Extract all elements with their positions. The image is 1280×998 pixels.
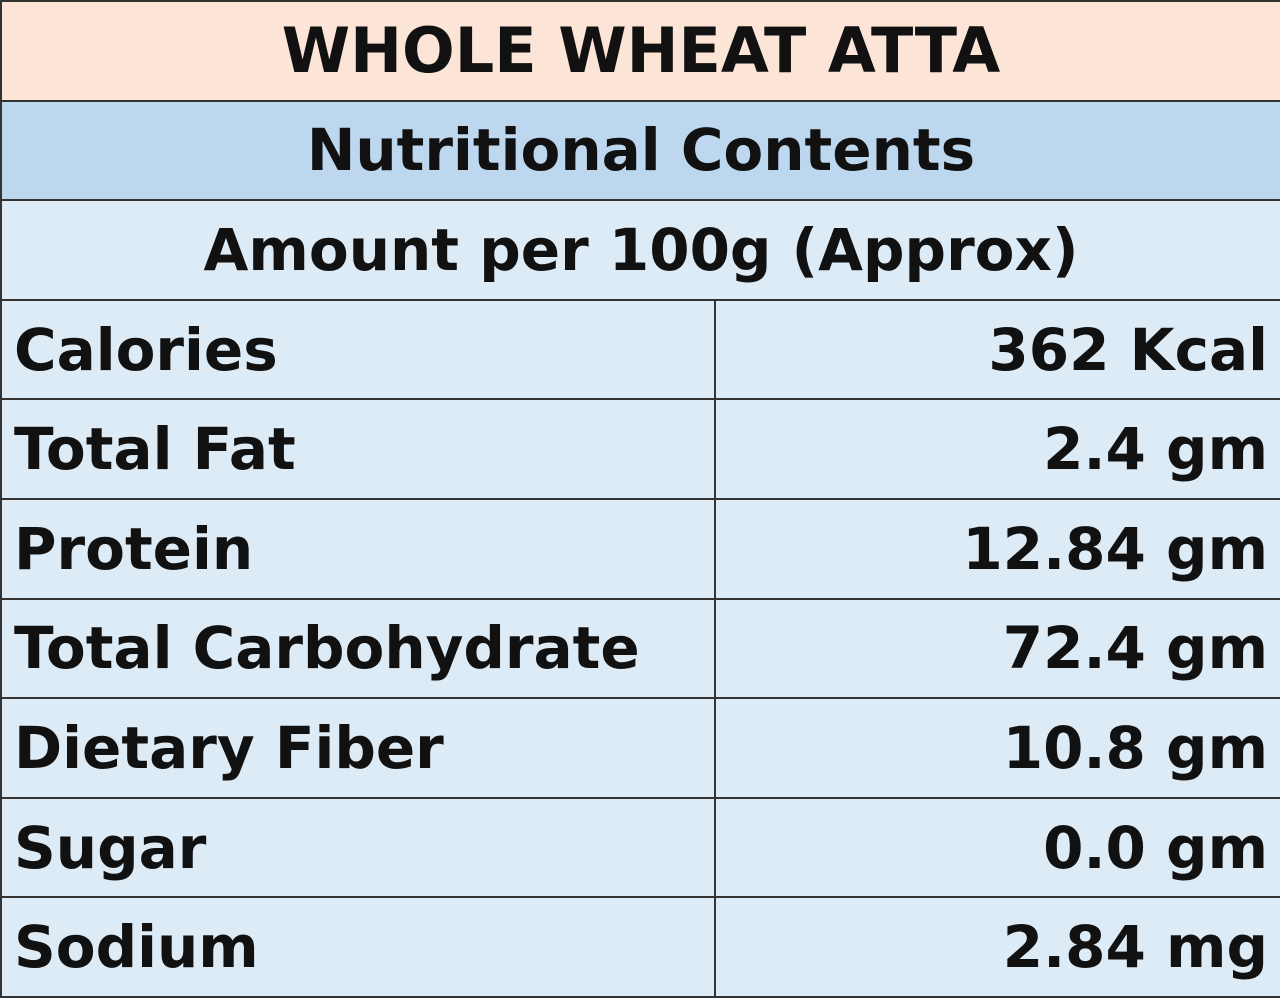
title: WHOLE WHEAT ATTA bbox=[0, 0, 1280, 102]
title-row: WHOLE WHEAT ATTA bbox=[0, 0, 1280, 102]
nutrient-name: Dietary Fiber bbox=[0, 697, 716, 799]
nutrient-row: Total Fat 2.4 gm bbox=[0, 398, 1280, 500]
subtitle-row: Nutritional Contents bbox=[0, 99, 1280, 202]
nutrient-amount: 2.4 gm bbox=[713, 398, 1280, 500]
nutrient-row: Protein 12.84 gm bbox=[0, 497, 1280, 600]
nutrient-amount: 0.0 gm bbox=[713, 796, 1280, 899]
nutrient-name: Calories bbox=[0, 298, 716, 401]
nutrient-name: Sugar bbox=[0, 796, 716, 899]
nutrient-row: Calories 362 Kcal bbox=[0, 298, 1280, 401]
nutrient-row: Total Carbohydrate 72.4 gm bbox=[0, 597, 1280, 700]
basis-row: Amount per 100g (Approx) bbox=[0, 199, 1280, 301]
nutrient-name: Sodium bbox=[0, 896, 716, 998]
nutrient-amount: 362 Kcal bbox=[713, 298, 1280, 401]
nutrient-amount: 10.8 gm bbox=[713, 697, 1280, 799]
nutrient-name: Total Carbohydrate bbox=[0, 597, 716, 700]
nutrient-amount: 72.4 gm bbox=[713, 597, 1280, 700]
basis: Amount per 100g (Approx) bbox=[0, 199, 1280, 301]
subtitle: Nutritional Contents bbox=[0, 99, 1280, 202]
nutrient-row: Dietary Fiber 10.8 gm bbox=[0, 697, 1280, 799]
nutrient-amount: 12.84 gm bbox=[713, 497, 1280, 600]
nutrient-name: Protein bbox=[0, 497, 716, 600]
nutrient-row: Sugar 0.0 gm bbox=[0, 796, 1280, 899]
nutrient-row: Sodium 2.84 mg bbox=[0, 896, 1280, 998]
nutrient-amount: 2.84 mg bbox=[713, 896, 1280, 998]
nutrient-name: Total Fat bbox=[0, 398, 716, 500]
